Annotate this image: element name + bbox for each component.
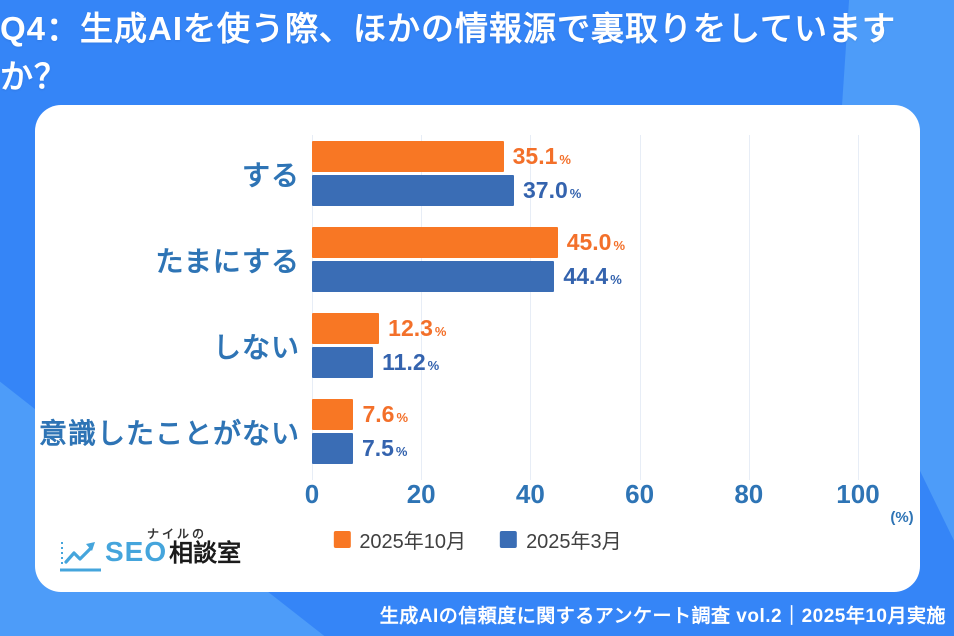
value-number: 11.2 xyxy=(382,349,426,375)
x-axis-unit-label: (%) xyxy=(890,509,914,526)
value-label: 12.3% xyxy=(388,313,446,344)
footer-credit: 生成AIの信頼度に関するアンケート調査 vol.2｜2025年10月実施 xyxy=(379,606,946,627)
chart-gridlines xyxy=(312,135,859,480)
page-title: Q4：生成AIを使う際、ほかの情報源で裏取りをしていますか？ xyxy=(0,10,897,95)
value-number: 12.3 xyxy=(388,315,433,341)
value-label: 44.4% xyxy=(563,261,621,292)
legend-swatch-orange xyxy=(333,531,351,548)
legend-label: 2025年10月 xyxy=(359,531,467,553)
value-number: 35.1 xyxy=(512,143,558,169)
logo-top-text: ナイルの xyxy=(147,527,208,541)
value-label: 7.6% xyxy=(362,399,408,430)
chart-row: 意識したことがない 7.6% 7.5% xyxy=(35,399,920,464)
brand-logo: ナイルの SEO 相談室 xyxy=(59,525,289,587)
bar-series-0 xyxy=(312,399,354,430)
value-number: 44.4 xyxy=(563,263,609,289)
chart-card: する 35.1% 37.0% たまにする 45.0% 44.4% しない 12.3% 11.2%… xyxy=(35,105,920,592)
legend-item-2025-10: 2025年10月 xyxy=(333,525,466,554)
category-label: 意識したことがない xyxy=(38,417,300,449)
category-label: する xyxy=(241,159,300,191)
value-percent-sign: % xyxy=(569,185,582,201)
value-percent-sign: % xyxy=(559,151,571,167)
value-label: 7.5% xyxy=(362,433,408,464)
gridline xyxy=(312,135,313,480)
bar-series-1 xyxy=(312,433,353,464)
value-label: 35.1% xyxy=(513,141,571,172)
x-axis-ticks: 0 20 40 60 80 100 xyxy=(305,479,880,511)
gridline xyxy=(421,135,423,480)
gridline xyxy=(639,135,641,480)
value-label: 37.0% xyxy=(523,175,581,206)
category-label: しない xyxy=(212,331,300,363)
value-label: 11.2% xyxy=(382,347,439,378)
logo-main-text: SEO 相談室 xyxy=(105,538,241,566)
value-number: 7.5 xyxy=(361,435,394,461)
category-label: たまにする xyxy=(155,245,300,277)
value-percent-sign: % xyxy=(613,237,626,253)
legend-swatch-blue xyxy=(500,531,518,548)
value-percent-sign: % xyxy=(396,409,409,425)
logo-seo-text: SEO xyxy=(105,536,168,567)
value-number: 45.0 xyxy=(566,229,612,255)
bar-series-1 xyxy=(312,347,374,378)
chart-row: する 35.1% 37.0% xyxy=(35,141,920,206)
x-tick-label: 20 xyxy=(406,479,436,509)
x-tick-label: 40 xyxy=(515,479,545,509)
gridline xyxy=(530,135,532,480)
line-chart-icon xyxy=(59,537,103,580)
x-tick-label: 80 xyxy=(734,479,764,509)
bar-series-0 xyxy=(312,313,380,344)
chart-row: たまにする 45.0% 44.4% xyxy=(35,227,920,292)
chart-row: しない 12.3% 11.2% xyxy=(35,313,920,378)
bar-series-0 xyxy=(312,227,558,258)
gridline xyxy=(748,135,750,480)
bar-series-1 xyxy=(312,175,515,206)
legend-item-2025-03: 2025年3月 xyxy=(500,525,622,554)
bar-series-0 xyxy=(312,141,504,172)
gridline xyxy=(858,135,859,480)
logo-rest-text: 相談室 xyxy=(169,540,242,567)
value-percent-sign: % xyxy=(434,323,447,339)
value-percent-sign: % xyxy=(610,271,622,287)
value-label: 45.0% xyxy=(567,227,625,258)
bar-series-1 xyxy=(312,261,555,292)
legend-label: 2025年3月 xyxy=(526,531,622,553)
value-percent-sign: % xyxy=(395,443,408,459)
value-number: 7.6 xyxy=(362,401,395,427)
value-percent-sign: % xyxy=(427,357,440,373)
chart-legend: 2025年10月 2025年3月 xyxy=(333,525,622,554)
x-tick-label: 100 xyxy=(836,479,880,509)
x-tick-label: 60 xyxy=(625,479,655,509)
x-tick-label: 0 xyxy=(304,479,320,509)
value-number: 37.0 xyxy=(523,177,568,203)
